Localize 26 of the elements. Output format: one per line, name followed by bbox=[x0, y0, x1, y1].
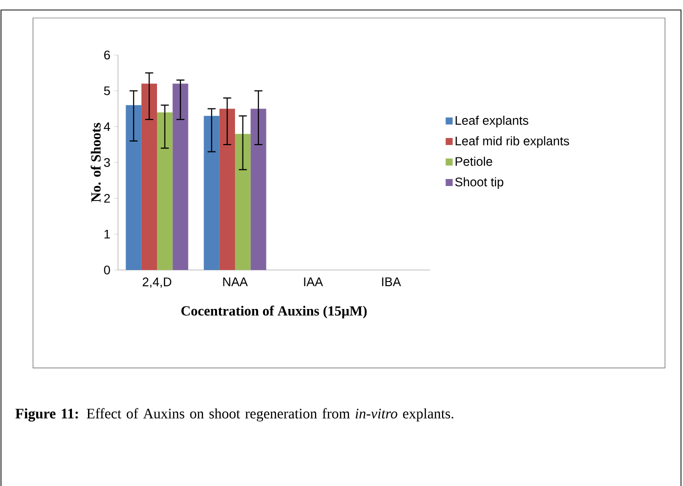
x-axis-title: Cocentration of Auxins (15µM) bbox=[181, 306, 367, 318]
bar bbox=[157, 112, 173, 270]
x-tick-label: 2,4,D bbox=[142, 278, 172, 288]
y-tick-label: 5 bbox=[104, 86, 110, 96]
legend-label: Leaf mid rib explants bbox=[456, 136, 570, 148]
y-axis-title: No. of Shoots bbox=[90, 122, 101, 202]
bar bbox=[250, 108, 266, 270]
bar bbox=[219, 108, 236, 270]
y-tick-label: 6 bbox=[104, 50, 110, 60]
bar bbox=[235, 134, 251, 270]
bar bbox=[172, 84, 188, 270]
legend-label: Leaf explants bbox=[456, 116, 528, 128]
x-tick-label: NAA bbox=[223, 278, 248, 286]
text: Figure 11: Effect of Auxins on shoot regeneration from in-vitro explants. bbox=[15, 408, 454, 422]
bar bbox=[126, 105, 142, 270]
legend-label: Shoot tip bbox=[455, 177, 504, 189]
x-tick-label: IBA bbox=[382, 278, 402, 286]
x-tick-label: IAA bbox=[304, 278, 324, 286]
bar bbox=[141, 84, 158, 270]
y-tick-label: 0 bbox=[104, 266, 110, 274]
y-tick-label: 1 bbox=[104, 230, 110, 238]
bar bbox=[204, 116, 220, 270]
legend-label: Petiole bbox=[456, 156, 492, 166]
y-tick-label: 2 bbox=[104, 194, 110, 203]
y-tick-label: 3 bbox=[104, 158, 110, 167]
y-tick-label: 4 bbox=[104, 122, 110, 131]
